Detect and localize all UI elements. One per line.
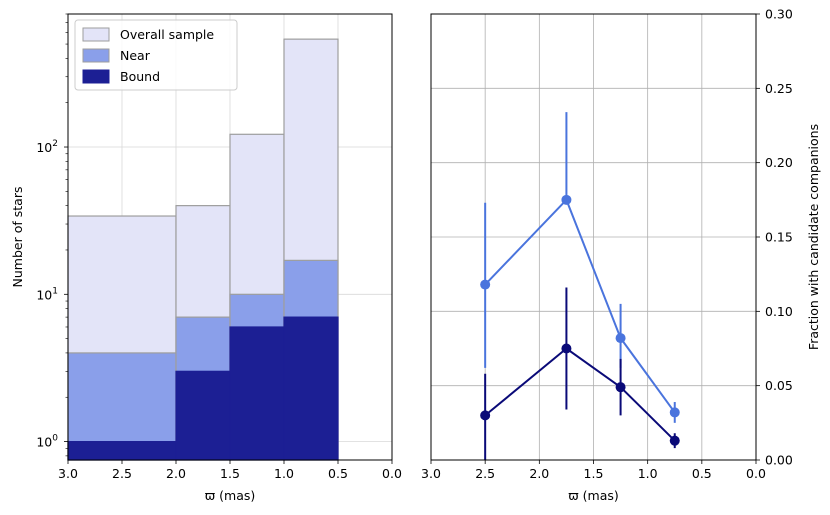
y-tick-label: 0.25	[765, 81, 793, 96]
fraction-panel: 3.0 2.5 2.0 1.5 1.0 0.5 0.00.00 0.05 0.10 0.15 0.2…	[421, 7, 821, 504]
x-tick-label: 3.0	[421, 466, 441, 481]
x-tick-label: 1.5	[220, 466, 240, 481]
y-tick-exponent: 2	[52, 139, 58, 149]
data-point-0	[669, 407, 680, 418]
x-tick-label: 0.5	[328, 466, 348, 481]
y-tick-base: 10	[36, 140, 52, 155]
y-tick-label: 0.05	[765, 378, 793, 393]
y-tick-label: 0.15	[765, 230, 793, 245]
data-point-0	[480, 279, 491, 290]
y-tick-label: 0.00	[765, 453, 793, 468]
y-tick-label: 101	[36, 286, 58, 302]
x-tick-label: 0.0	[382, 466, 402, 481]
x-tick-label: 3.0	[58, 466, 78, 481]
y-tick-exponent: 1	[52, 286, 58, 296]
bar-bound	[283, 316, 339, 461]
legend-swatch	[82, 69, 110, 84]
legend: Overall sample Near Bound	[74, 19, 238, 91]
bar-bound	[229, 326, 285, 461]
x-axis-label: ϖ (mas)	[568, 488, 619, 503]
x-tick-label: 1.0	[274, 466, 294, 481]
x-tick-label: 0.5	[692, 466, 712, 481]
data-point-1	[615, 382, 626, 393]
data-point-0	[615, 333, 626, 344]
x-axis-label: ϖ (mas)	[205, 488, 256, 503]
series-line-1	[484, 347, 676, 442]
x-tick-label: 1.5	[584, 466, 604, 481]
legend-entry: Bound	[120, 69, 160, 84]
x-tick-label: 1.0	[638, 466, 658, 481]
bar-bound	[175, 370, 231, 461]
y-axis-label: Fraction with candidate companions	[806, 124, 821, 350]
legend-entry: Near	[120, 48, 151, 63]
legend-swatch	[82, 27, 110, 42]
x-tick-label: 2.5	[475, 466, 495, 481]
x-tick-label: 2.0	[529, 466, 549, 481]
y-tick-label: 100	[36, 434, 58, 450]
data-point-1	[669, 435, 680, 446]
series-line-0	[484, 198, 676, 414]
x-tick-label: 2.0	[166, 466, 186, 481]
data-point-0	[561, 194, 572, 205]
legend-box	[74, 19, 238, 91]
x-tick-label: 0.0	[746, 466, 766, 481]
x-tick-label: 2.5	[112, 466, 132, 481]
y-tick-label: 0.10	[765, 304, 793, 319]
bar-bound	[67, 440, 177, 461]
y-tick-label: 0.20	[765, 155, 793, 170]
legend-swatch	[82, 48, 110, 63]
data-point-1	[561, 343, 572, 354]
y-tick-base: 10	[36, 435, 52, 450]
y-tick-label: 102	[36, 139, 58, 155]
y-axis-label: Number of stars	[10, 187, 25, 288]
y-tick-base: 10	[36, 287, 52, 302]
y-tick-exponent: 0	[52, 434, 58, 444]
y-tick-label: 0.30	[765, 7, 793, 22]
legend-entry: Overall sample	[120, 27, 214, 42]
data-point-1	[480, 410, 491, 421]
